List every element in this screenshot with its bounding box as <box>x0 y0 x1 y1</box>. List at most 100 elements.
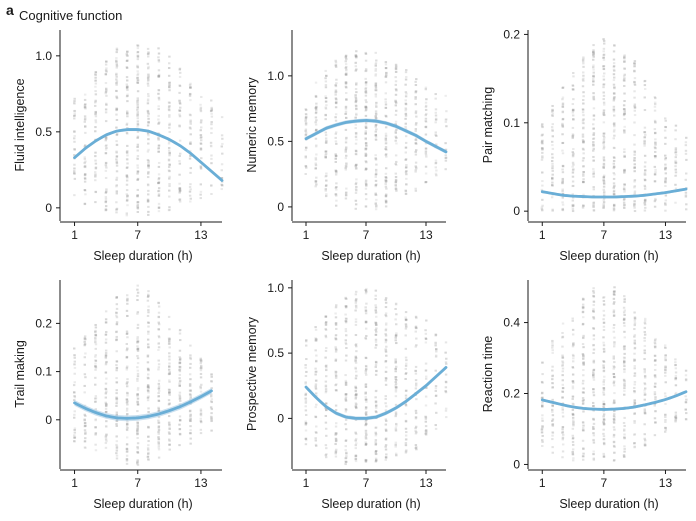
scatter-point <box>602 78 606 81</box>
scatter-point <box>115 425 118 427</box>
scatter-point <box>157 382 161 385</box>
scatter-point <box>664 413 667 416</box>
scatter-point <box>168 126 171 129</box>
scatter-point <box>104 363 108 366</box>
scatter-point <box>354 149 358 152</box>
scatter-point <box>115 397 119 400</box>
scatter-point <box>572 381 575 384</box>
scatter-point <box>374 115 377 118</box>
scatter-point <box>633 166 636 169</box>
scatter-point <box>136 166 140 169</box>
scatter-point <box>582 204 585 207</box>
scatter-point <box>582 361 585 364</box>
scatter-point <box>404 166 408 169</box>
scatter-point <box>188 126 192 129</box>
scatter-point <box>344 418 348 421</box>
scatter-point <box>115 47 119 50</box>
scatter-point <box>654 376 657 379</box>
scatter-point <box>157 446 160 449</box>
scatter-point <box>405 183 408 186</box>
scatter-point <box>104 108 108 111</box>
scatter-point <box>325 104 328 107</box>
scatter-point <box>354 188 358 191</box>
scatter-point <box>136 55 140 58</box>
scatter-point <box>84 193 87 196</box>
scatter-point <box>105 434 108 437</box>
scatter-point <box>314 116 318 119</box>
scatter-point <box>136 311 140 314</box>
scatter-point <box>405 318 408 321</box>
scatter-point <box>94 113 97 116</box>
scatter-point <box>414 444 418 447</box>
scatter-point <box>424 329 427 332</box>
scatter-point <box>414 96 417 99</box>
scatter-point <box>404 319 408 322</box>
scatter-point <box>136 130 140 133</box>
scatter-point <box>571 402 574 405</box>
scatter-point <box>374 154 377 157</box>
scatter-point <box>435 348 438 351</box>
y-tick-label: 0.4 <box>503 316 520 330</box>
scatter-point <box>178 91 181 94</box>
scatter-point <box>157 305 161 308</box>
scatter-point <box>592 452 595 455</box>
scatter-point <box>354 299 358 302</box>
scatter-point <box>157 114 160 117</box>
scatter-point <box>602 415 605 418</box>
scatter-point <box>146 386 150 389</box>
scatter-point <box>125 385 129 388</box>
scatter-point <box>364 321 368 324</box>
scatter-point <box>434 333 437 336</box>
scatter-point <box>314 370 317 373</box>
scatter-point <box>325 184 328 187</box>
scatter-point <box>592 55 595 58</box>
scatter-point <box>551 375 554 378</box>
scatter-point <box>435 143 438 146</box>
scatter-point <box>189 142 192 145</box>
scatter-point <box>210 400 213 403</box>
scatter-point <box>136 47 140 50</box>
scatter-point <box>167 106 171 109</box>
scatter-point <box>561 102 565 105</box>
scatter-point <box>384 448 388 451</box>
scatter-point <box>435 411 438 414</box>
scatter-point <box>168 432 171 435</box>
scatter-point <box>324 380 328 383</box>
scatter-point <box>602 393 606 396</box>
scatter-point <box>623 73 626 76</box>
scatter-point <box>561 124 564 127</box>
scatter-point <box>146 199 150 202</box>
scatter-point <box>571 416 575 419</box>
scatter-point <box>83 93 87 96</box>
scatter-point <box>633 204 636 207</box>
scatter-point <box>199 387 202 390</box>
scatter-point <box>643 139 646 142</box>
scatter-point <box>345 163 348 166</box>
scatter-point <box>434 424 437 427</box>
scatter-point <box>364 94 368 97</box>
scatter-point <box>325 434 328 437</box>
scatter-point <box>314 339 318 342</box>
scatter-point <box>147 377 150 380</box>
scatter-point <box>73 436 76 439</box>
scatter-point <box>663 344 667 347</box>
scatter-point <box>178 397 182 400</box>
scatter-point <box>622 205 626 208</box>
scatter-point <box>345 317 348 320</box>
scatter-point <box>644 169 647 172</box>
scatter-point <box>167 421 171 424</box>
scatter-point <box>674 153 678 156</box>
scatter-point <box>125 330 129 333</box>
scatter-point <box>354 165 358 168</box>
scatter-point <box>374 321 377 324</box>
scatter-point <box>157 363 161 366</box>
scatter-point <box>602 56 605 59</box>
scatter-point <box>405 362 408 365</box>
scatter-point <box>334 409 338 412</box>
scatter-point <box>643 179 647 182</box>
scatter-point <box>582 152 585 155</box>
scatter-point <box>200 95 203 98</box>
scatter-point <box>125 368 129 371</box>
scatter-point <box>602 162 606 165</box>
